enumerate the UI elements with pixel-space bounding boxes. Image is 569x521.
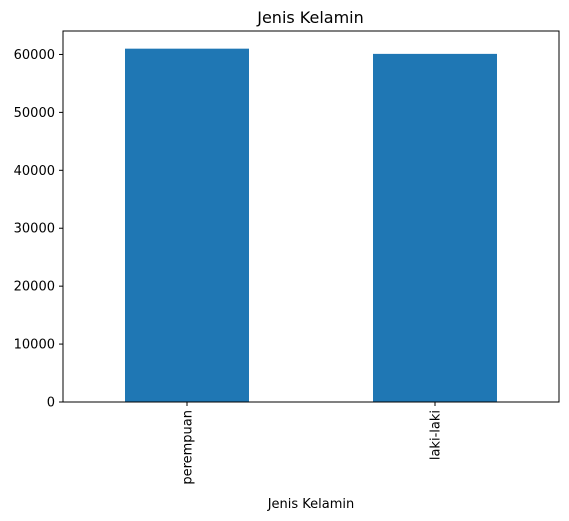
y-tick-label: 50000 [14, 106, 55, 121]
y-tick-label: 10000 [14, 338, 55, 353]
y-tick-label: 20000 [14, 280, 55, 295]
plot-frame [62, 30, 560, 403]
y-tick-label: 0 [47, 396, 55, 411]
x-tick-label: laki-laki [429, 410, 444, 460]
y-tick-label: 60000 [14, 48, 55, 63]
y-tick-label: 30000 [14, 222, 55, 237]
y-axis-ticks: 0 10000 20000 30000 40000 50000 60000 [14, 48, 63, 411]
chart-title: Jenis Kelamin [256, 8, 364, 27]
bar-perempuan [125, 48, 249, 403]
bar-laki-laki [373, 53, 497, 402]
x-axis-label: Jenis Kelamin [267, 497, 355, 512]
x-tick-label: perempuan [181, 410, 196, 485]
y-tick-label: 40000 [14, 164, 55, 179]
x-axis-ticks: perempuan laki-laki [181, 402, 444, 485]
bars [125, 48, 497, 403]
